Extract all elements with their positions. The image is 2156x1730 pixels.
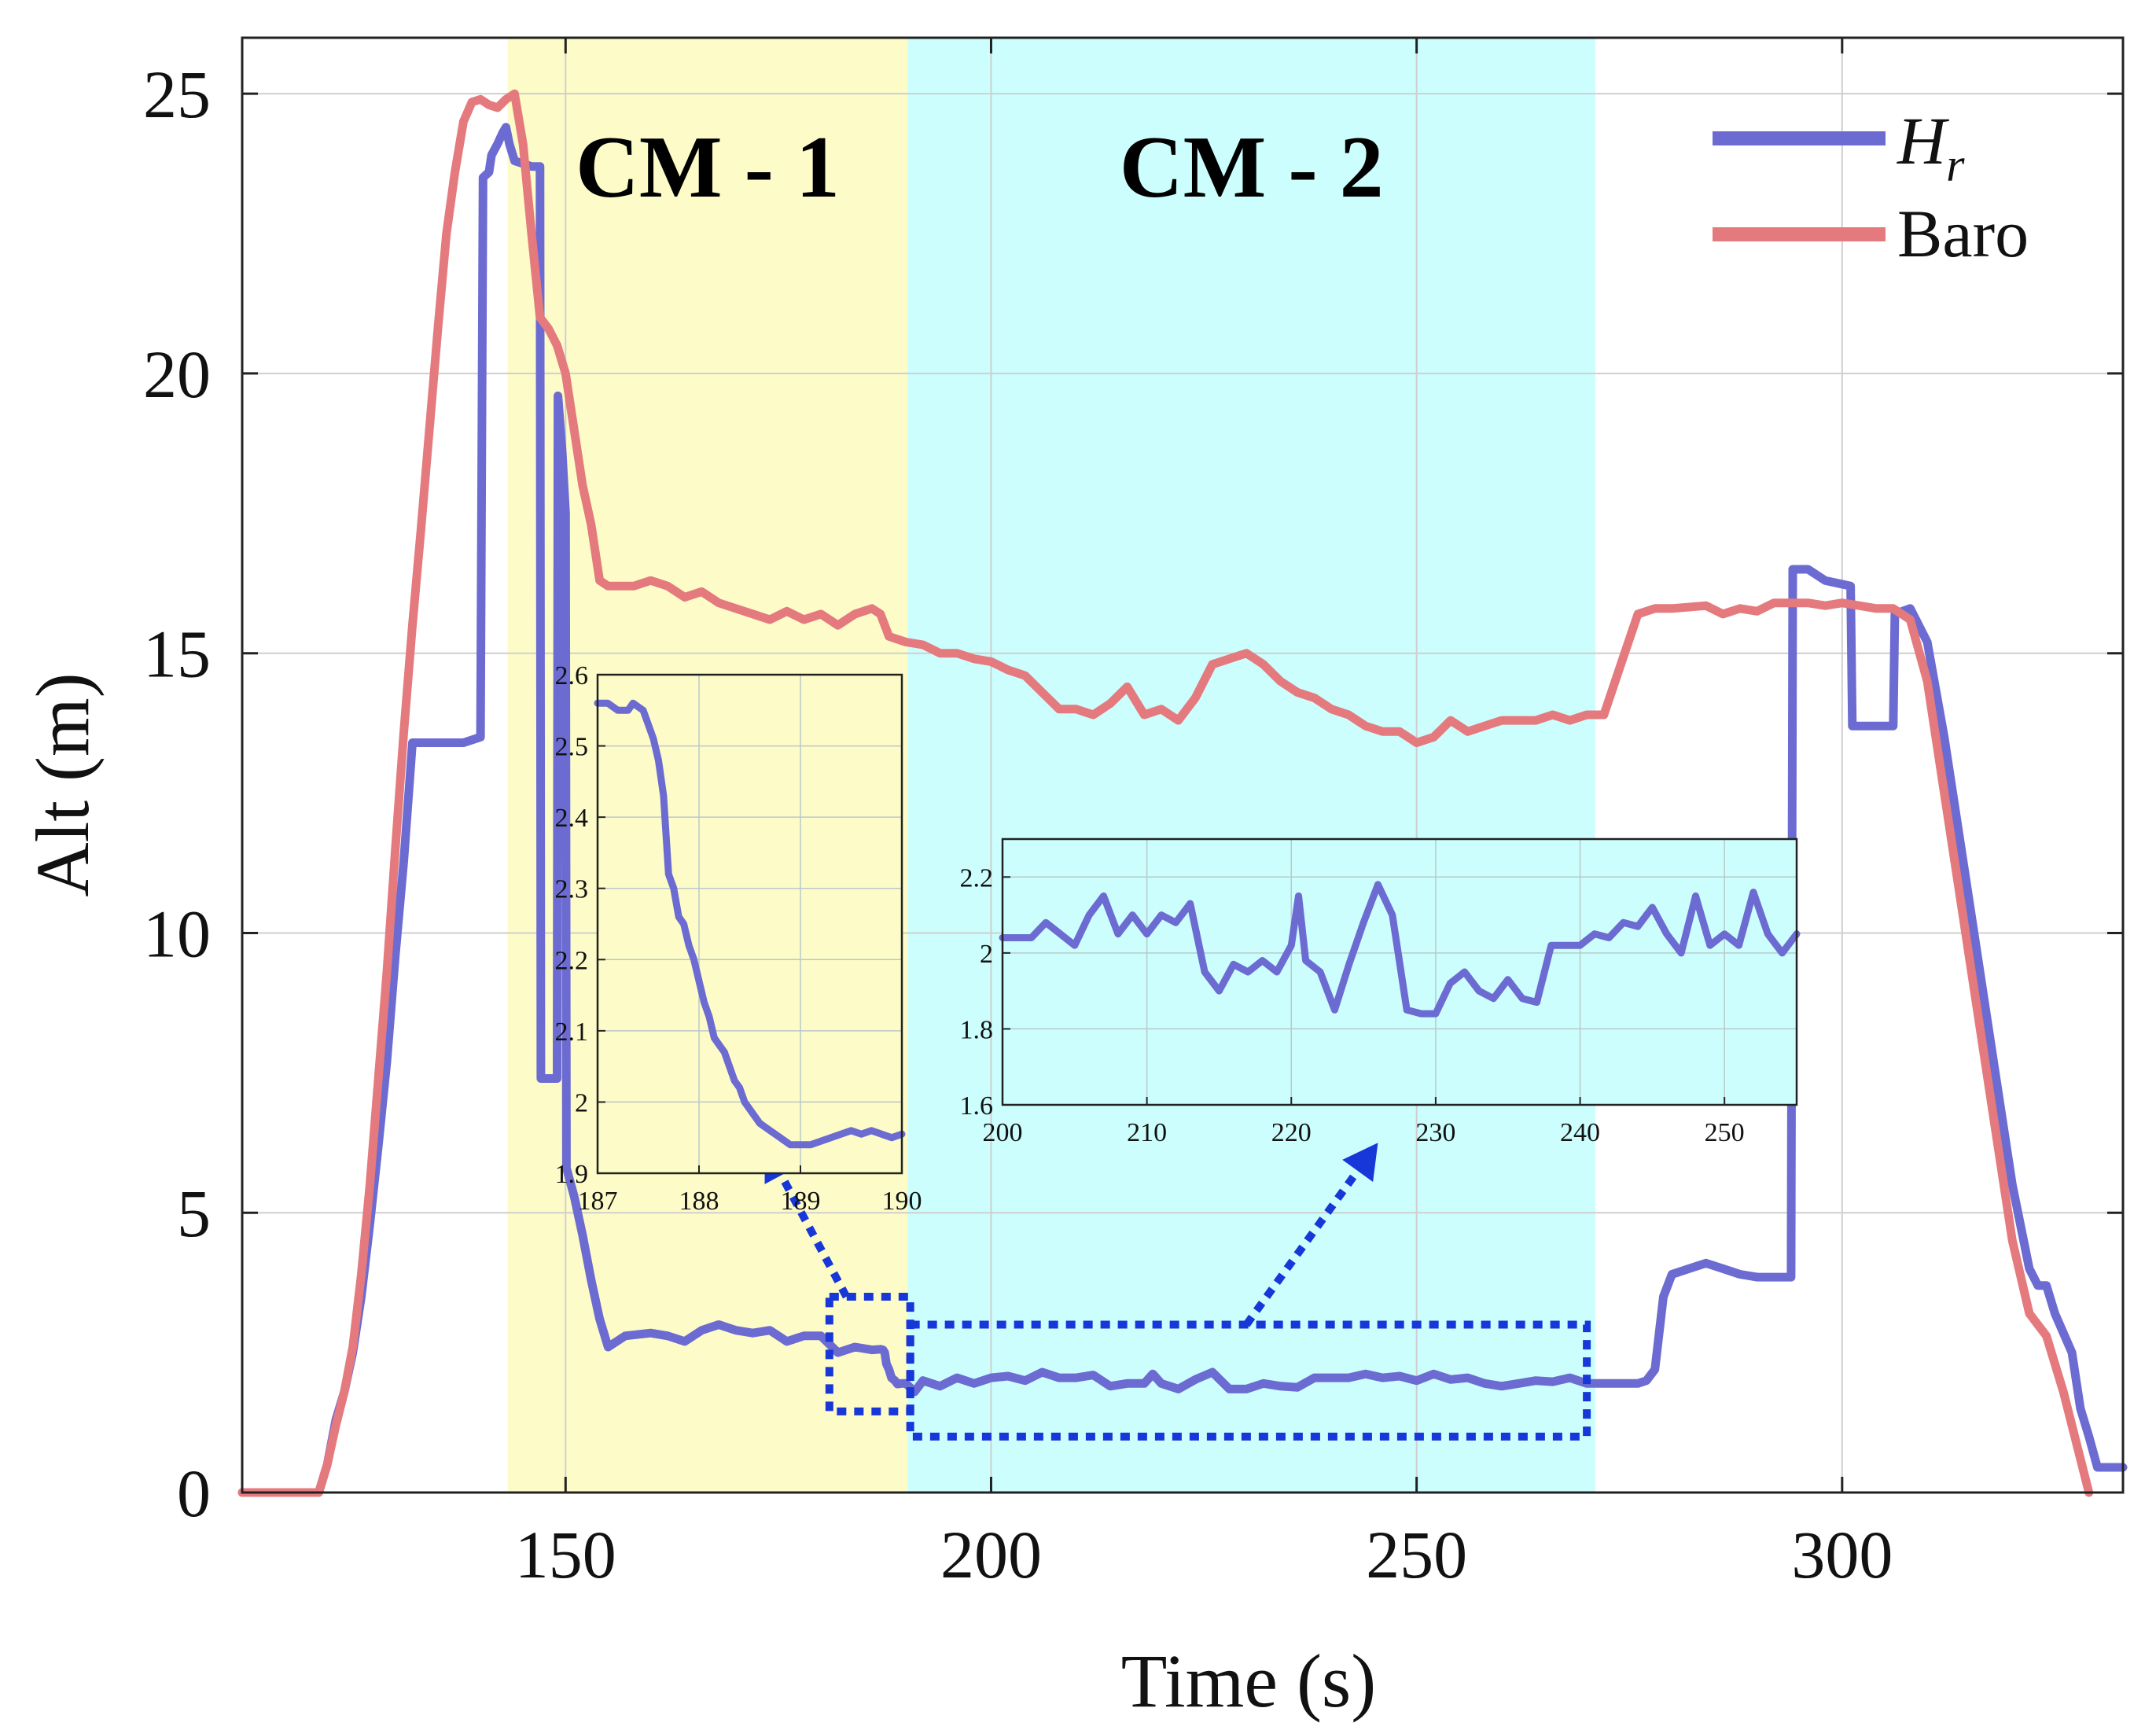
inset-1-y-tick-label: 1.9: [555, 1160, 589, 1189]
inset-1-y-tick-label: 2.4: [555, 804, 589, 833]
inset-1-y-tick-label: 2.5: [555, 733, 589, 762]
y-tick-label: 10: [143, 896, 211, 971]
main-grid: [242, 38, 2123, 1493]
y-axis-label: Alt (m): [20, 672, 105, 896]
dotted-zoom-box-2: [906, 1320, 1591, 1441]
inset-1-x-tick-label: 188: [679, 1187, 719, 1216]
inset-1-y-tick-label: 2.1: [555, 1018, 589, 1047]
dotted-arrow-shaft-2: [1243, 1169, 1361, 1327]
x-axis-label: Time (s): [1121, 1639, 1377, 1723]
inset-2-x-tick-label: 240: [1560, 1118, 1600, 1147]
inset-1-series-line: [594, 699, 906, 1149]
x-tick-label: 150: [515, 1517, 616, 1592]
inset-1-frame: [596, 673, 903, 1175]
legend-label-baro: Baro: [1897, 196, 2029, 271]
y-tick-label: 15: [143, 617, 211, 692]
inset-1: 187 188 189 190 1.9 2 2.1 2.2 2.3 2.4 2.5 2.6: [555, 661, 922, 1216]
series-line-baro: [237, 89, 2094, 1497]
legend: Hr Baro: [1713, 103, 2029, 271]
inset-2-x-tick-label: 250: [1705, 1118, 1745, 1147]
inset-1-x-tick-label: 189: [781, 1187, 821, 1216]
dotted-arrow-head-2: [1342, 1143, 1378, 1183]
inset-2-frame: [1001, 837, 1798, 1106]
inset-2-y-tick-label: 2: [980, 940, 993, 969]
region-label-cm-1: CM - 1: [576, 119, 840, 216]
inset-2-x-tick-label: 220: [1271, 1118, 1312, 1147]
x-tick-label: 200: [940, 1517, 1042, 1592]
inset-2: 200 210 220 230 240 250 1.6 1.8 2 2.2: [960, 837, 1801, 1147]
dotted-zoom-box-1: [825, 1292, 914, 1415]
region-label-cm-2: CM - 2: [1120, 119, 1384, 216]
y-tick-label: 25: [143, 57, 211, 132]
inset-1-x-tick-label: 187: [578, 1187, 618, 1216]
x-tick-label: 250: [1366, 1517, 1467, 1592]
dotted-arrow-shaft-1: [778, 1173, 850, 1299]
inset-1-x-tick-label: 190: [882, 1187, 922, 1216]
y-tick-label: 0: [177, 1456, 211, 1531]
main-axes: 150 200 250 300 0 5 10 15 20 25: [143, 36, 2125, 1592]
inset-2-x-tick-label: 210: [1127, 1118, 1167, 1147]
inset-2-x-tick-label: 230: [1415, 1118, 1455, 1147]
inset-1-y-tick-label: 2: [575, 1088, 588, 1117]
y-tick-label: 5: [177, 1176, 211, 1251]
inset-2-y-tick-label: 1.6: [960, 1091, 994, 1121]
x-tick-label: 300: [1791, 1517, 1893, 1592]
inset-1-y-tick-label: 2.2: [555, 946, 589, 975]
series-line-hr: [237, 123, 2128, 1497]
inset-1-y-tick-label: 2.6: [555, 661, 589, 690]
region-2: [907, 38, 1595, 1493]
inset-1-background: [598, 675, 902, 1173]
legend-label-hr: Hr: [1897, 103, 1965, 191]
inset-2-x-tick-label: 200: [983, 1118, 1023, 1147]
inset-2-y-tick-label: 1.8: [960, 1015, 994, 1044]
main-axes-frame: [241, 36, 2125, 1494]
main-series: [237, 89, 2128, 1497]
inset-2-y-tick-label: 2.2: [960, 863, 994, 893]
inset-1-y-tick-label: 2.3: [555, 875, 589, 904]
y-tick-label: 20: [143, 337, 211, 412]
inset-2-series-line: [999, 881, 1801, 1018]
